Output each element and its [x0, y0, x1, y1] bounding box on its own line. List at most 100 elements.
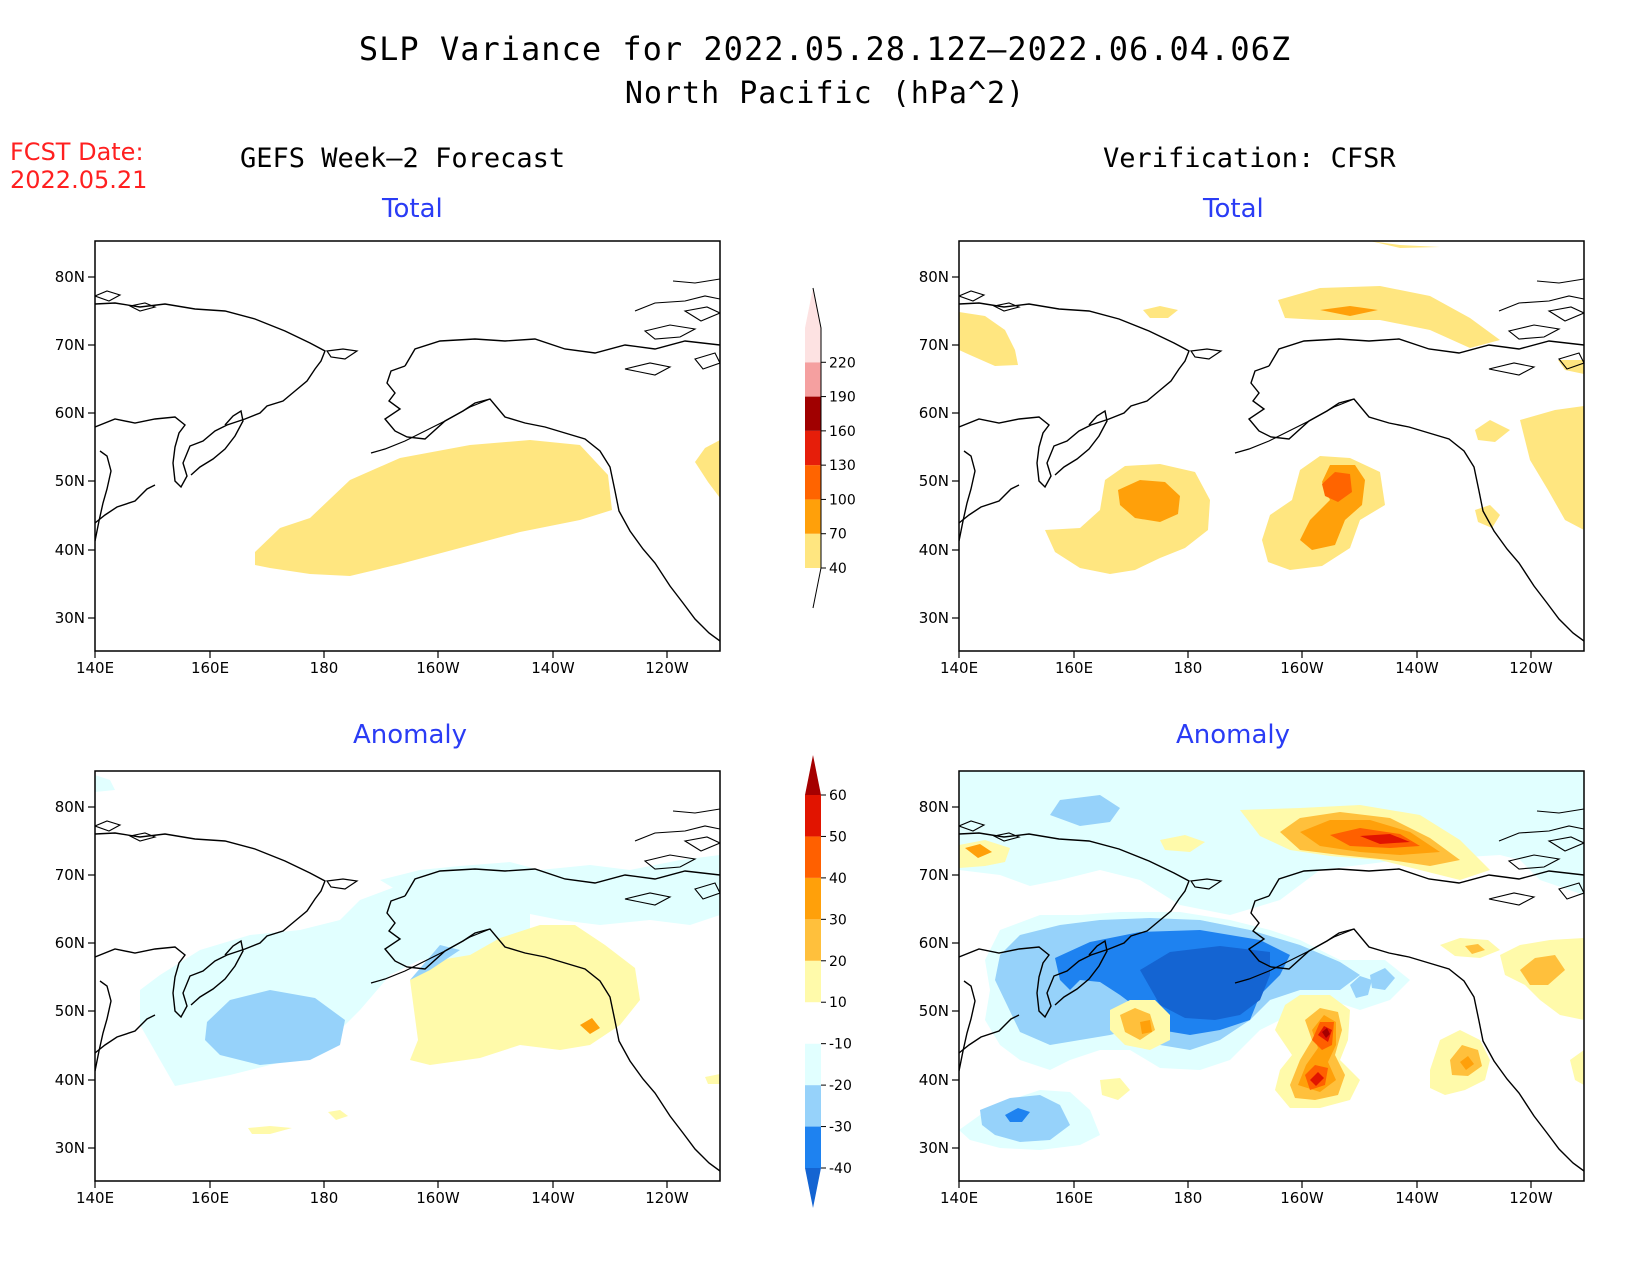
anomaly-colorbar-label: 30 — [829, 912, 847, 928]
total-colorbar-swatch — [805, 396, 821, 431]
forecast-anomaly-lon-label: 180 — [310, 1189, 339, 1207]
fcst-date: FCST Date: 2022.05.21 — [10, 138, 147, 194]
forecast-total-lon-label: 140E — [76, 659, 114, 677]
forecast-total-lat-label: 30N — [55, 609, 85, 627]
anomaly-colorbar-swatch — [805, 1002, 821, 1044]
axis-labels: 80N 70N 60N 50N 40N 30N 140E 160E 180 160W 140W 120… — [55, 268, 1553, 1207]
forecast-total-lat-label: 70N — [55, 336, 85, 354]
figure-subtitle: North Pacific (hPa^2) — [624, 76, 1026, 111]
total-colorbar-label: 100 — [829, 492, 856, 508]
anomaly-colorbar-label: -10 — [829, 1037, 852, 1053]
total-colorbar-label: 70 — [829, 527, 847, 543]
fcst-date-label: FCST Date: — [10, 138, 144, 166]
verification-total-lon-label: 140W — [1395, 659, 1439, 677]
forecast-total-lon-label: 140W — [531, 659, 575, 677]
total-colorbar-label: 40 — [829, 561, 847, 577]
verification-anomaly-title: Anomaly — [1176, 720, 1291, 750]
total-colorbar-swatch — [805, 328, 821, 363]
verification-total-lat-label: 80N — [919, 268, 949, 286]
total-colorbar-label: 190 — [829, 390, 856, 406]
verification-total-lat-label: 70N — [919, 336, 949, 354]
total-colorbar-swatch — [805, 430, 821, 466]
total-colorbar-label: 220 — [829, 355, 856, 371]
total-colorbar: 40 70 100 130 160 190 220 — [805, 287, 856, 609]
total-colorbar-swatch — [805, 465, 821, 500]
forecast-column-title: GEFS Week—2 Forecast — [240, 143, 566, 174]
anomaly-colorbar-label: 40 — [829, 871, 847, 887]
verification-column-title: Verification: CFSR — [1103, 143, 1396, 174]
verification-total-panel — [958, 240, 1585, 652]
anomaly-colorbar-label: 20 — [829, 954, 847, 970]
forecast-total-title: Total — [382, 194, 443, 224]
anomaly-colorbar-label: 10 — [829, 995, 847, 1011]
verification-total-lon-label: 160E — [1055, 659, 1093, 677]
forecast-anomaly-lon-label: 160E — [191, 1189, 229, 1207]
verification-total-lon-label: 160W — [1280, 659, 1324, 677]
forecast-anomaly-lat-label: 80N — [55, 798, 85, 816]
verification-anomaly-lat-label: 70N — [919, 866, 949, 884]
verification-total-lon-label: 120W — [1509, 659, 1553, 677]
anomaly-colorbar-swatch — [805, 1085, 821, 1127]
anomaly-colorbar-swatch — [805, 877, 821, 920]
forecast-anomaly-lat-label: 70N — [55, 866, 85, 884]
forecast-anomaly-lon-label: 120W — [645, 1189, 689, 1207]
forecast-total-lat-label: 40N — [55, 541, 85, 559]
verification-total-title: Total — [1203, 194, 1264, 224]
total-colorbar-label: 130 — [829, 458, 856, 474]
verification-total-lat-label: 60N — [919, 404, 949, 422]
anomaly-colorbar-label: 50 — [829, 829, 847, 845]
verification-anomaly-lon-label: 160W — [1280, 1189, 1324, 1207]
total-colorbar-swatch — [805, 533, 821, 568]
anomaly-colorbar-label: 60 — [829, 788, 847, 804]
verification-anomaly-lon-label: 180 — [1174, 1189, 1203, 1207]
forecast-anomaly-lon-label: 140E — [76, 1189, 114, 1207]
verification-total-lat-label: 50N — [919, 472, 949, 490]
forecast-anomaly-title: Anomaly — [353, 720, 468, 750]
anomaly-colorbar-label: -40 — [829, 1161, 852, 1177]
forecast-total-lon-label: 160E — [191, 659, 229, 677]
verification-total-lat-label: 30N — [919, 609, 949, 627]
forecast-total-lat-label: 50N — [55, 472, 85, 490]
forecast-total-lat-label: 80N — [55, 268, 85, 286]
verification-anomaly-lat-label: 60N — [919, 934, 949, 952]
verification-anomaly-lat-label: 30N — [919, 1139, 949, 1157]
verification-anomaly-lon-label: 120W — [1509, 1189, 1553, 1207]
total-colorbar-label: 160 — [829, 424, 856, 440]
forecast-total-lon-label: 180 — [310, 659, 339, 677]
verification-anomaly-panel — [958, 770, 1585, 1182]
forecast-total-panel — [94, 240, 721, 652]
verification-anomaly-lat-label: 40N — [919, 1071, 949, 1089]
forecast-anomaly-lat-label: 60N — [55, 934, 85, 952]
anomaly-colorbar-swatch — [805, 1126, 821, 1168]
forecast-total-lon-label: 120W — [645, 659, 689, 677]
forecast-anomaly-lat-label: 40N — [55, 1071, 85, 1089]
forecast-anomaly-lon-label: 140W — [531, 1189, 575, 1207]
total-colorbar-swatch — [805, 499, 821, 534]
forecast-anomaly-lat-label: 50N — [55, 1002, 85, 1020]
figure-title: SLP Variance for 2022.05.28.12Z—2022.06.… — [358, 30, 1292, 68]
forecast-anomaly-lon-label: 160W — [416, 1189, 460, 1207]
anomaly-colorbar-label: -20 — [829, 1078, 852, 1094]
total-colorbar-swatch — [805, 362, 821, 397]
verification-total-lon-label: 180 — [1174, 659, 1203, 677]
forecast-total-lon-label: 160W — [416, 659, 460, 677]
verification-anomaly-lon-label: 140W — [1395, 1189, 1439, 1207]
anomaly-colorbar-swatch — [805, 960, 821, 1003]
forecast-total-lat-label: 60N — [55, 404, 85, 422]
fcst-date-value: 2022.05.21 — [10, 166, 148, 194]
anomaly-colorbar-swatch — [805, 919, 821, 961]
anomaly-colorbar-swatch — [805, 795, 821, 837]
anomaly-colorbar-label: -30 — [829, 1120, 852, 1136]
anomaly-colorbar-swatch — [805, 836, 821, 878]
verification-total-lat-label: 40N — [919, 541, 949, 559]
verification-anomaly-lat-label: 80N — [919, 798, 949, 816]
anomaly-colorbar: -40 -30 -20 -10 10 20 30 40 50 60 — [805, 755, 852, 1208]
forecast-anomaly-lat-label: 30N — [55, 1139, 85, 1157]
verification-total-lon-label: 140E — [940, 659, 978, 677]
verification-anomaly-lon-label: 160E — [1055, 1189, 1093, 1207]
verification-anomaly-lat-label: 50N — [919, 1002, 949, 1020]
forecast-anomaly-panel — [94, 770, 721, 1182]
verification-anomaly-lon-label: 140E — [940, 1189, 978, 1207]
anomaly-colorbar-swatch — [805, 1043, 821, 1086]
